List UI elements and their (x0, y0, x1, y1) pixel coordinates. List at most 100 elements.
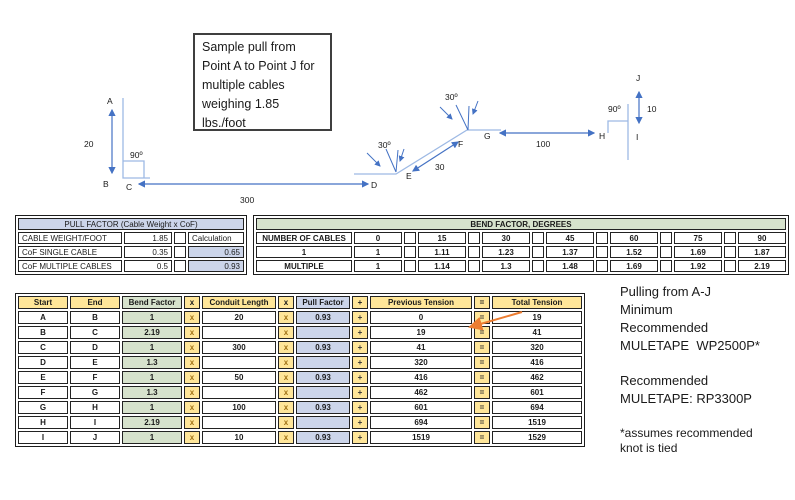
cell: 1.52 (610, 246, 658, 258)
cell: = (474, 356, 490, 369)
point-label-i: I (636, 132, 638, 142)
cell: 1.69 (674, 246, 722, 258)
cell: x (278, 401, 294, 414)
cell: 0.93 (296, 431, 350, 444)
cell: 694 (370, 416, 472, 429)
cell: 1.14 (418, 260, 466, 272)
cell: x (184, 341, 200, 354)
cell: 0.93 (188, 260, 244, 272)
point-label-e: E (406, 171, 412, 181)
cell: NUMBER OF CABLES (256, 232, 352, 244)
cell: G (70, 386, 120, 399)
point-label-j: J (636, 73, 640, 83)
cell: x (278, 371, 294, 384)
tension-calculation-table: Start End Bend Factor x Conduit Length x… (15, 293, 585, 447)
spacer-cell (174, 260, 186, 272)
cell: x (278, 386, 294, 399)
cell: 2.19 (738, 260, 786, 272)
cell: + (352, 326, 368, 339)
cell: CABLE WEIGHT/FOOT (18, 232, 122, 244)
length-label-gh: 100 (536, 139, 550, 149)
cell: x (278, 356, 294, 369)
recommendation-text: Pulling from A-J Minimum Recommended MUL… (620, 284, 760, 353)
cell: x (184, 356, 200, 369)
cell: x (184, 311, 200, 324)
cell: 1 (122, 341, 182, 354)
cell: + (352, 386, 368, 399)
cell: G (18, 401, 68, 414)
cell: 0.93 (296, 401, 350, 414)
cell: 100 (202, 401, 276, 414)
pull-factor-table: PULL FACTOR (Cable Weight x CoF) CABLE W… (15, 215, 247, 275)
cell: 50 (202, 371, 276, 384)
cell: E (18, 371, 68, 384)
cell: 0.5 (124, 260, 172, 272)
tension-table-header-row: Start End Bend Factor x Conduit Length x… (18, 296, 582, 309)
cell: x (278, 416, 294, 429)
cell: = (474, 401, 490, 414)
table-row: H I 2.19 x x +694 = 1519 (18, 416, 582, 429)
cell: 462 (370, 386, 472, 399)
cell: = (474, 431, 490, 444)
spacer-cell (660, 260, 672, 272)
cell: B (70, 311, 120, 324)
spacer-cell (468, 260, 480, 272)
cell: 1.11 (418, 246, 466, 258)
cell: 0.65 (188, 246, 244, 258)
spacer-cell (404, 232, 416, 244)
cell: + (352, 356, 368, 369)
cell: 10 (202, 431, 276, 444)
cell: I (18, 431, 68, 444)
cell: 45 (546, 232, 594, 244)
cell: = (474, 341, 490, 354)
cell: x (184, 401, 200, 414)
cell: 1 (354, 260, 402, 272)
dimension-arrows (108, 90, 643, 188)
point-label-b: B (103, 179, 109, 189)
cell (296, 386, 350, 399)
spacer-cell (660, 232, 672, 244)
spacer-cell (468, 232, 480, 244)
cell: + (352, 401, 368, 414)
cell: x (278, 341, 294, 354)
cell (296, 356, 350, 369)
angle-label-hi: 90º (608, 104, 621, 114)
cell: 300 (202, 341, 276, 354)
pull-factor-table-title: PULL FACTOR (Cable Weight x CoF) (18, 218, 244, 230)
cell: 1 (122, 311, 182, 324)
angle-label-bc: 90º (130, 150, 143, 160)
table-row: E F 1 x 50 x 0.93 +416 = 462 (18, 371, 582, 384)
column-header-x2: x (278, 296, 294, 309)
cell: C (18, 341, 68, 354)
table-row: G H 1 x 100 x 0.93 +601 = 694 (18, 401, 582, 414)
cell: 1 (122, 431, 182, 444)
cell: + (352, 431, 368, 444)
spacer-cell (174, 232, 186, 244)
cell: x (278, 326, 294, 339)
cell: Calculation (188, 232, 244, 244)
diagram-labels: A 20 90º B C 300 D 30º E 30 F 30º G 100 … (84, 73, 657, 205)
column-header-pull-factor: Pull Factor (296, 296, 350, 309)
cell: H (70, 401, 120, 414)
cell: 19 (370, 326, 472, 339)
column-header-end: End (70, 296, 120, 309)
cell: CoF SINGLE CABLE (18, 246, 122, 258)
column-header-equals: = (474, 296, 490, 309)
cell: 2.19 (122, 416, 182, 429)
table-row: NUMBER OF CABLES 0 15 30 45 60 75 90 (256, 232, 786, 244)
cell: 1519 (492, 416, 582, 429)
table-row: I J 1 x 10 x 0.93 +1519 = 1529 (18, 431, 582, 444)
cell: 416 (492, 356, 582, 369)
cell (296, 416, 350, 429)
table-row: B C 2.19 x x +19 = 41 (18, 326, 582, 339)
table-row: F G 1.3 x x +462 = 601 (18, 386, 582, 399)
cell: 1 (256, 246, 352, 258)
cell: = (474, 386, 490, 399)
cell: 1.85 (124, 232, 172, 244)
angle-label-fg: 30º (445, 92, 458, 102)
spacer-cell (724, 246, 736, 258)
cell: 20 (202, 311, 276, 324)
point-label-g: G (484, 131, 491, 141)
cell: 0.93 (296, 341, 350, 354)
cell: D (18, 356, 68, 369)
